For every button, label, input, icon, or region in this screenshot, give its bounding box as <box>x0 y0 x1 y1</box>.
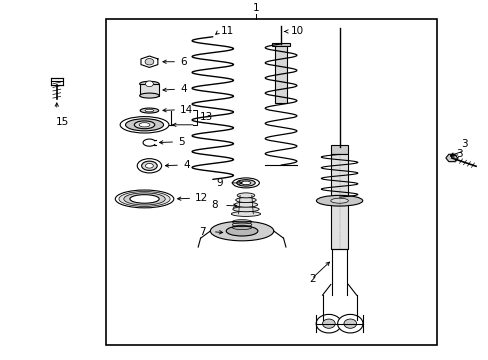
Text: 15: 15 <box>56 117 69 127</box>
Text: 13: 13 <box>199 112 212 122</box>
Ellipse shape <box>140 108 158 113</box>
Bar <box>275 46 286 103</box>
Ellipse shape <box>145 109 154 112</box>
Ellipse shape <box>210 221 273 241</box>
Ellipse shape <box>125 119 163 131</box>
Text: 3: 3 <box>455 149 462 159</box>
Text: 1: 1 <box>252 3 259 13</box>
Text: 12: 12 <box>195 193 208 203</box>
Bar <box>272 43 289 46</box>
Text: 4: 4 <box>183 160 189 170</box>
Ellipse shape <box>330 198 347 203</box>
Text: 8: 8 <box>211 201 217 210</box>
Polygon shape <box>445 154 457 162</box>
Text: 7: 7 <box>199 227 205 237</box>
Ellipse shape <box>123 193 165 205</box>
Ellipse shape <box>226 226 257 236</box>
Text: 4: 4 <box>180 84 186 94</box>
Ellipse shape <box>134 121 155 129</box>
Circle shape <box>337 314 362 333</box>
Ellipse shape <box>115 190 173 208</box>
Ellipse shape <box>241 181 250 185</box>
Ellipse shape <box>139 123 150 127</box>
Text: 14: 14 <box>180 105 193 115</box>
Ellipse shape <box>140 81 159 86</box>
Circle shape <box>145 81 153 87</box>
Ellipse shape <box>316 195 362 206</box>
Ellipse shape <box>130 195 159 203</box>
Ellipse shape <box>142 161 157 170</box>
Ellipse shape <box>145 163 153 168</box>
Text: 5: 5 <box>178 137 184 147</box>
Ellipse shape <box>231 211 260 216</box>
Ellipse shape <box>137 159 161 173</box>
Text: 10: 10 <box>290 26 303 36</box>
Circle shape <box>322 319 334 328</box>
Circle shape <box>145 59 154 65</box>
Ellipse shape <box>236 180 255 186</box>
Bar <box>330 154 347 249</box>
Text: 9: 9 <box>216 178 222 188</box>
Ellipse shape <box>140 93 159 98</box>
Bar <box>140 84 159 96</box>
Circle shape <box>316 314 341 333</box>
Ellipse shape <box>235 198 256 203</box>
Text: 6: 6 <box>180 57 186 67</box>
Text: 2: 2 <box>308 274 315 284</box>
Text: 11: 11 <box>221 26 234 36</box>
Ellipse shape <box>119 192 170 206</box>
Circle shape <box>343 319 356 328</box>
Ellipse shape <box>232 178 259 188</box>
Ellipse shape <box>234 202 257 207</box>
Ellipse shape <box>232 207 259 212</box>
Ellipse shape <box>120 117 168 133</box>
Text: 3: 3 <box>461 139 467 149</box>
Bar <box>105 19 436 345</box>
Ellipse shape <box>237 193 254 198</box>
Bar <box>330 145 347 154</box>
